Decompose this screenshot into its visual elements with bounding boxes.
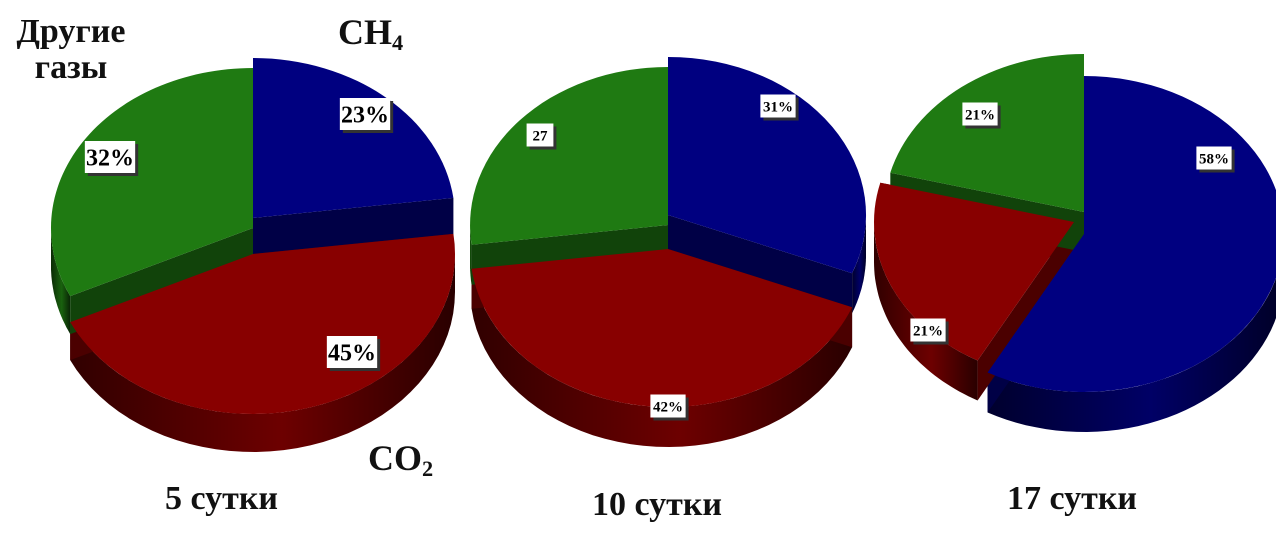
pie-slice-co2	[471, 249, 853, 407]
legend-label-co2: CO2	[368, 438, 434, 482]
data-label-other: 32%	[84, 141, 139, 176]
pie-slice-wall-other	[51, 228, 71, 335]
data-label-text: 42%	[653, 399, 683, 415]
co2-subscript: 2	[422, 456, 434, 482]
co2-text: CO	[368, 438, 422, 478]
data-label-co2: 45%	[326, 336, 381, 371]
data-label-text: 23%	[341, 102, 389, 128]
data-label-other: 27	[526, 123, 557, 150]
pie-slice-wall-co2	[70, 254, 455, 452]
pie-day-10: 31% 42% 27	[470, 57, 867, 447]
pie-slice-other	[470, 67, 668, 245]
data-label-other: 21%	[962, 102, 1001, 129]
ch4-subscript: 4	[392, 30, 404, 56]
pie-slice-wall-co2	[874, 222, 978, 401]
chart-title-day17: 17 сутки	[1007, 480, 1138, 517]
data-label-co2: 42%	[650, 394, 689, 421]
pie-slice-edge-ch4	[253, 197, 454, 256]
pie-slice-edge-ch4	[668, 215, 853, 314]
pie-slice-ch4	[253, 58, 454, 218]
legend-label-other-gases: Другие газы	[12, 14, 130, 85]
pie-slice-co2	[873, 182, 1074, 361]
data-label-text: 27	[533, 128, 549, 144]
pie-slice-wall-other	[470, 225, 472, 285]
pie-slice-wall-ch4	[987, 278, 1276, 432]
legend-label-other-line1: Другие	[16, 13, 126, 50]
pie-slice-wall-co2	[471, 268, 853, 447]
pie-slice-wall-ch4	[852, 215, 866, 314]
chart-title-day10: 10 сутки	[592, 486, 723, 523]
data-label-text: 31%	[763, 99, 793, 115]
data-label-ch4: 23%	[339, 98, 394, 133]
legend-label-other-line2: газы	[34, 48, 108, 86]
pie-day-5: 23% 45% 32%	[50, 58, 456, 452]
pie-slice-other	[50, 67, 253, 297]
data-label-text: 58%	[1199, 151, 1229, 167]
data-label-text: 32%	[86, 145, 134, 171]
data-label-text: 21%	[965, 107, 995, 123]
data-label-co2: 21%	[910, 318, 949, 345]
pie-day-17: 58% 21% 21%	[873, 54, 1276, 432]
pie-slice-ch4	[668, 57, 867, 274]
ch4-text: CH	[338, 12, 392, 52]
data-label-ch4: 31%	[760, 94, 799, 121]
chart-title-day5: 5 сутки	[165, 480, 279, 517]
data-label-text: 21%	[913, 323, 943, 339]
data-label-text: 45%	[328, 340, 376, 366]
legend-label-ch4: CH4	[338, 12, 404, 56]
data-label-ch4: 58%	[1196, 146, 1235, 173]
pie-slice-other	[890, 54, 1084, 212]
